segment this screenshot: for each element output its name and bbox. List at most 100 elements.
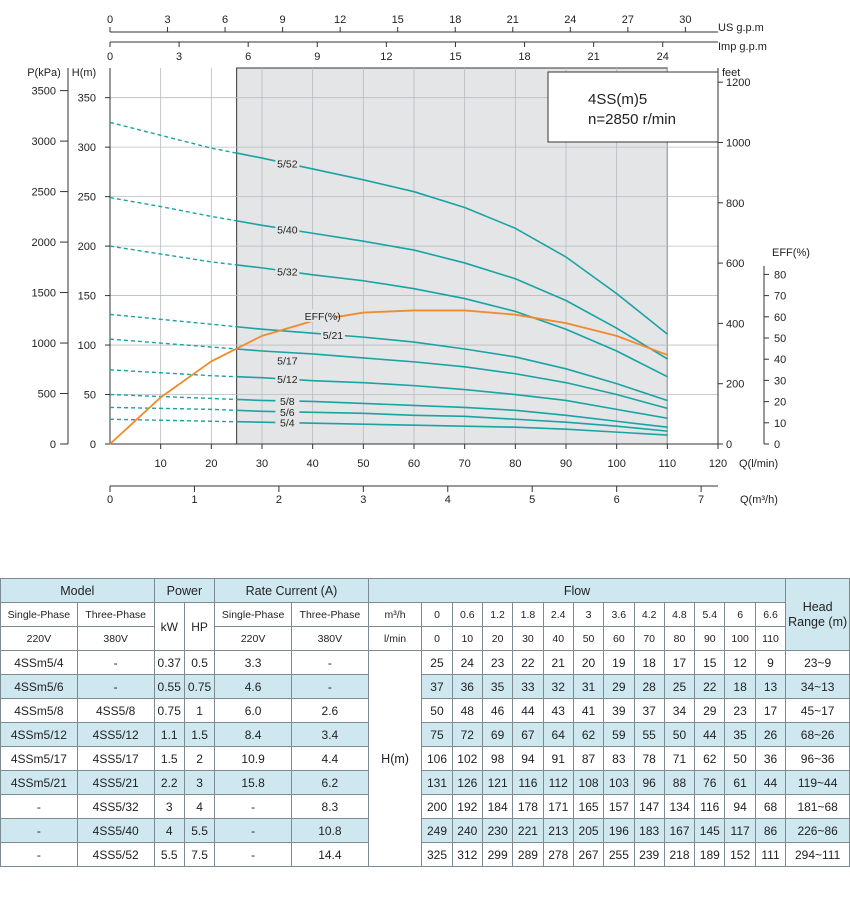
current-220v: -: [214, 794, 292, 819]
curve-label: 5/12: [277, 374, 298, 386]
feet-axis-label: feet: [722, 67, 740, 79]
head-value: 26: [754, 722, 787, 747]
head-value: 18: [724, 674, 756, 699]
curve-label-bg: [275, 405, 300, 418]
head-value: 29: [694, 698, 726, 723]
head-value: 12: [724, 650, 756, 675]
head-value: 32: [542, 674, 574, 699]
imp-gpm-tick-label: 15: [449, 51, 461, 63]
curve-label: 5/32: [277, 266, 298, 278]
header-flow: Flow: [367, 578, 787, 603]
header-three-phase: Three-Phase: [76, 602, 155, 627]
flow-m3h: 0: [421, 602, 453, 627]
head-value: 19: [603, 650, 635, 675]
power-hp: 1.5: [183, 722, 216, 747]
curve-label: 5/4: [280, 418, 295, 430]
imp-gpm-tick-label: 3: [176, 51, 182, 63]
flow-m3h: 5.4: [694, 602, 726, 627]
header-m3h: m³/h: [367, 602, 423, 627]
head-value: 62: [694, 746, 726, 771]
table-row: -4SS5/32 3 4-8.3 200 192 184 178 171 165 157 147 13…: [0, 794, 850, 819]
head-value: 83: [603, 746, 635, 771]
m3h-tick-label: 4: [445, 494, 451, 506]
head-value: 157: [603, 794, 635, 819]
flow-m3h: 4.2: [633, 602, 665, 627]
head-value: 165: [572, 794, 605, 819]
head-value: 24: [451, 650, 483, 675]
imp-gpm-tick-label: 12: [380, 51, 392, 63]
flow-m3h: 6.6: [754, 602, 787, 627]
head-value: 192: [451, 794, 483, 819]
flow-lmin: 0: [421, 626, 453, 651]
head-value: 134: [663, 794, 696, 819]
head-value: 240: [451, 818, 483, 843]
head-value: 67: [512, 722, 544, 747]
head-value: 23: [724, 698, 756, 723]
current-380v: -: [290, 674, 369, 699]
eff-tick-label: 30: [774, 375, 786, 387]
head-value: 50: [724, 746, 756, 771]
m3h-tick-label: 1: [191, 494, 197, 506]
pressure-tick-label: 2500: [32, 187, 56, 199]
head-value: 33: [512, 674, 544, 699]
eff-tick-label: 80: [774, 269, 786, 281]
head-tick-label: 200: [78, 241, 96, 253]
head-value: 18: [633, 650, 665, 675]
m3h-tick-label: 0: [107, 494, 113, 506]
power-kw: 3: [153, 794, 185, 819]
head-value: 20: [572, 650, 605, 675]
x-tick-label: 100: [607, 458, 625, 470]
eff-label-bg: [288, 308, 335, 322]
head-value: 102: [451, 746, 483, 771]
flow-m3h: 3.6: [603, 602, 635, 627]
us-gpm-tick-label: 3: [164, 14, 170, 26]
head-curve-dashed-5-8: [109, 393, 237, 401]
head-value: 239: [633, 842, 665, 867]
head-value: 111: [754, 842, 787, 867]
head-value: 183: [633, 818, 665, 843]
head-value: 44: [694, 722, 726, 747]
single-phase-model: 4SSm5/17: [0, 746, 78, 771]
head-value: 76: [694, 770, 726, 795]
us-gpm-tick-label: 12: [334, 14, 346, 26]
curve-label: 5/6: [280, 407, 295, 419]
head-range: 96~36: [785, 746, 850, 771]
header-three-phase-current: Three-Phase: [290, 602, 369, 627]
head-curve-dashed-5-6: [109, 406, 237, 412]
head-value: 31: [572, 674, 605, 699]
eff-axis-label: EFF(%): [772, 247, 810, 259]
head-value: 29: [603, 674, 635, 699]
eff-tick-label: 50: [774, 333, 786, 345]
pressure-axis-label: P(kPa): [27, 67, 61, 79]
head-value: 22: [694, 674, 726, 699]
power-kw: 4: [153, 818, 185, 843]
head-value: 88: [663, 770, 696, 795]
header-380v-current: 380V: [290, 626, 369, 651]
head-value: 43: [542, 698, 574, 723]
head-value: 50: [421, 698, 453, 723]
head-value: 62: [572, 722, 605, 747]
header-single-phase: Single-Phase: [0, 602, 78, 627]
us-gpm-tick-label: 18: [449, 14, 461, 26]
curve-label-bg: [275, 394, 300, 407]
head-value: 36: [451, 674, 483, 699]
efficiency-curve-label: EFF(%): [305, 311, 341, 323]
head-value: 200: [421, 794, 453, 819]
head-value: 87: [572, 746, 605, 771]
head-value: 98: [481, 746, 514, 771]
head-curve-dashed-5-40: [109, 196, 237, 222]
single-phase-model: -: [0, 842, 78, 867]
us-gpm-tick-label: 15: [392, 14, 404, 26]
power-kw: 0.37: [153, 650, 185, 675]
head-value: 75: [421, 722, 453, 747]
head-value: 171: [542, 794, 574, 819]
feet-tick-label: 600: [726, 258, 744, 270]
flow-m3h: 2.4: [542, 602, 574, 627]
current-220v: 10.9: [214, 746, 292, 771]
curve-label: 5/21: [323, 330, 344, 342]
head-curve-dashed-5-4: [109, 418, 237, 423]
three-phase-model: 4SS5/8: [76, 698, 155, 723]
power-kw: 0.55: [153, 674, 185, 699]
head-value: 267: [572, 842, 605, 867]
pressure-tick-label: 0: [50, 439, 56, 451]
